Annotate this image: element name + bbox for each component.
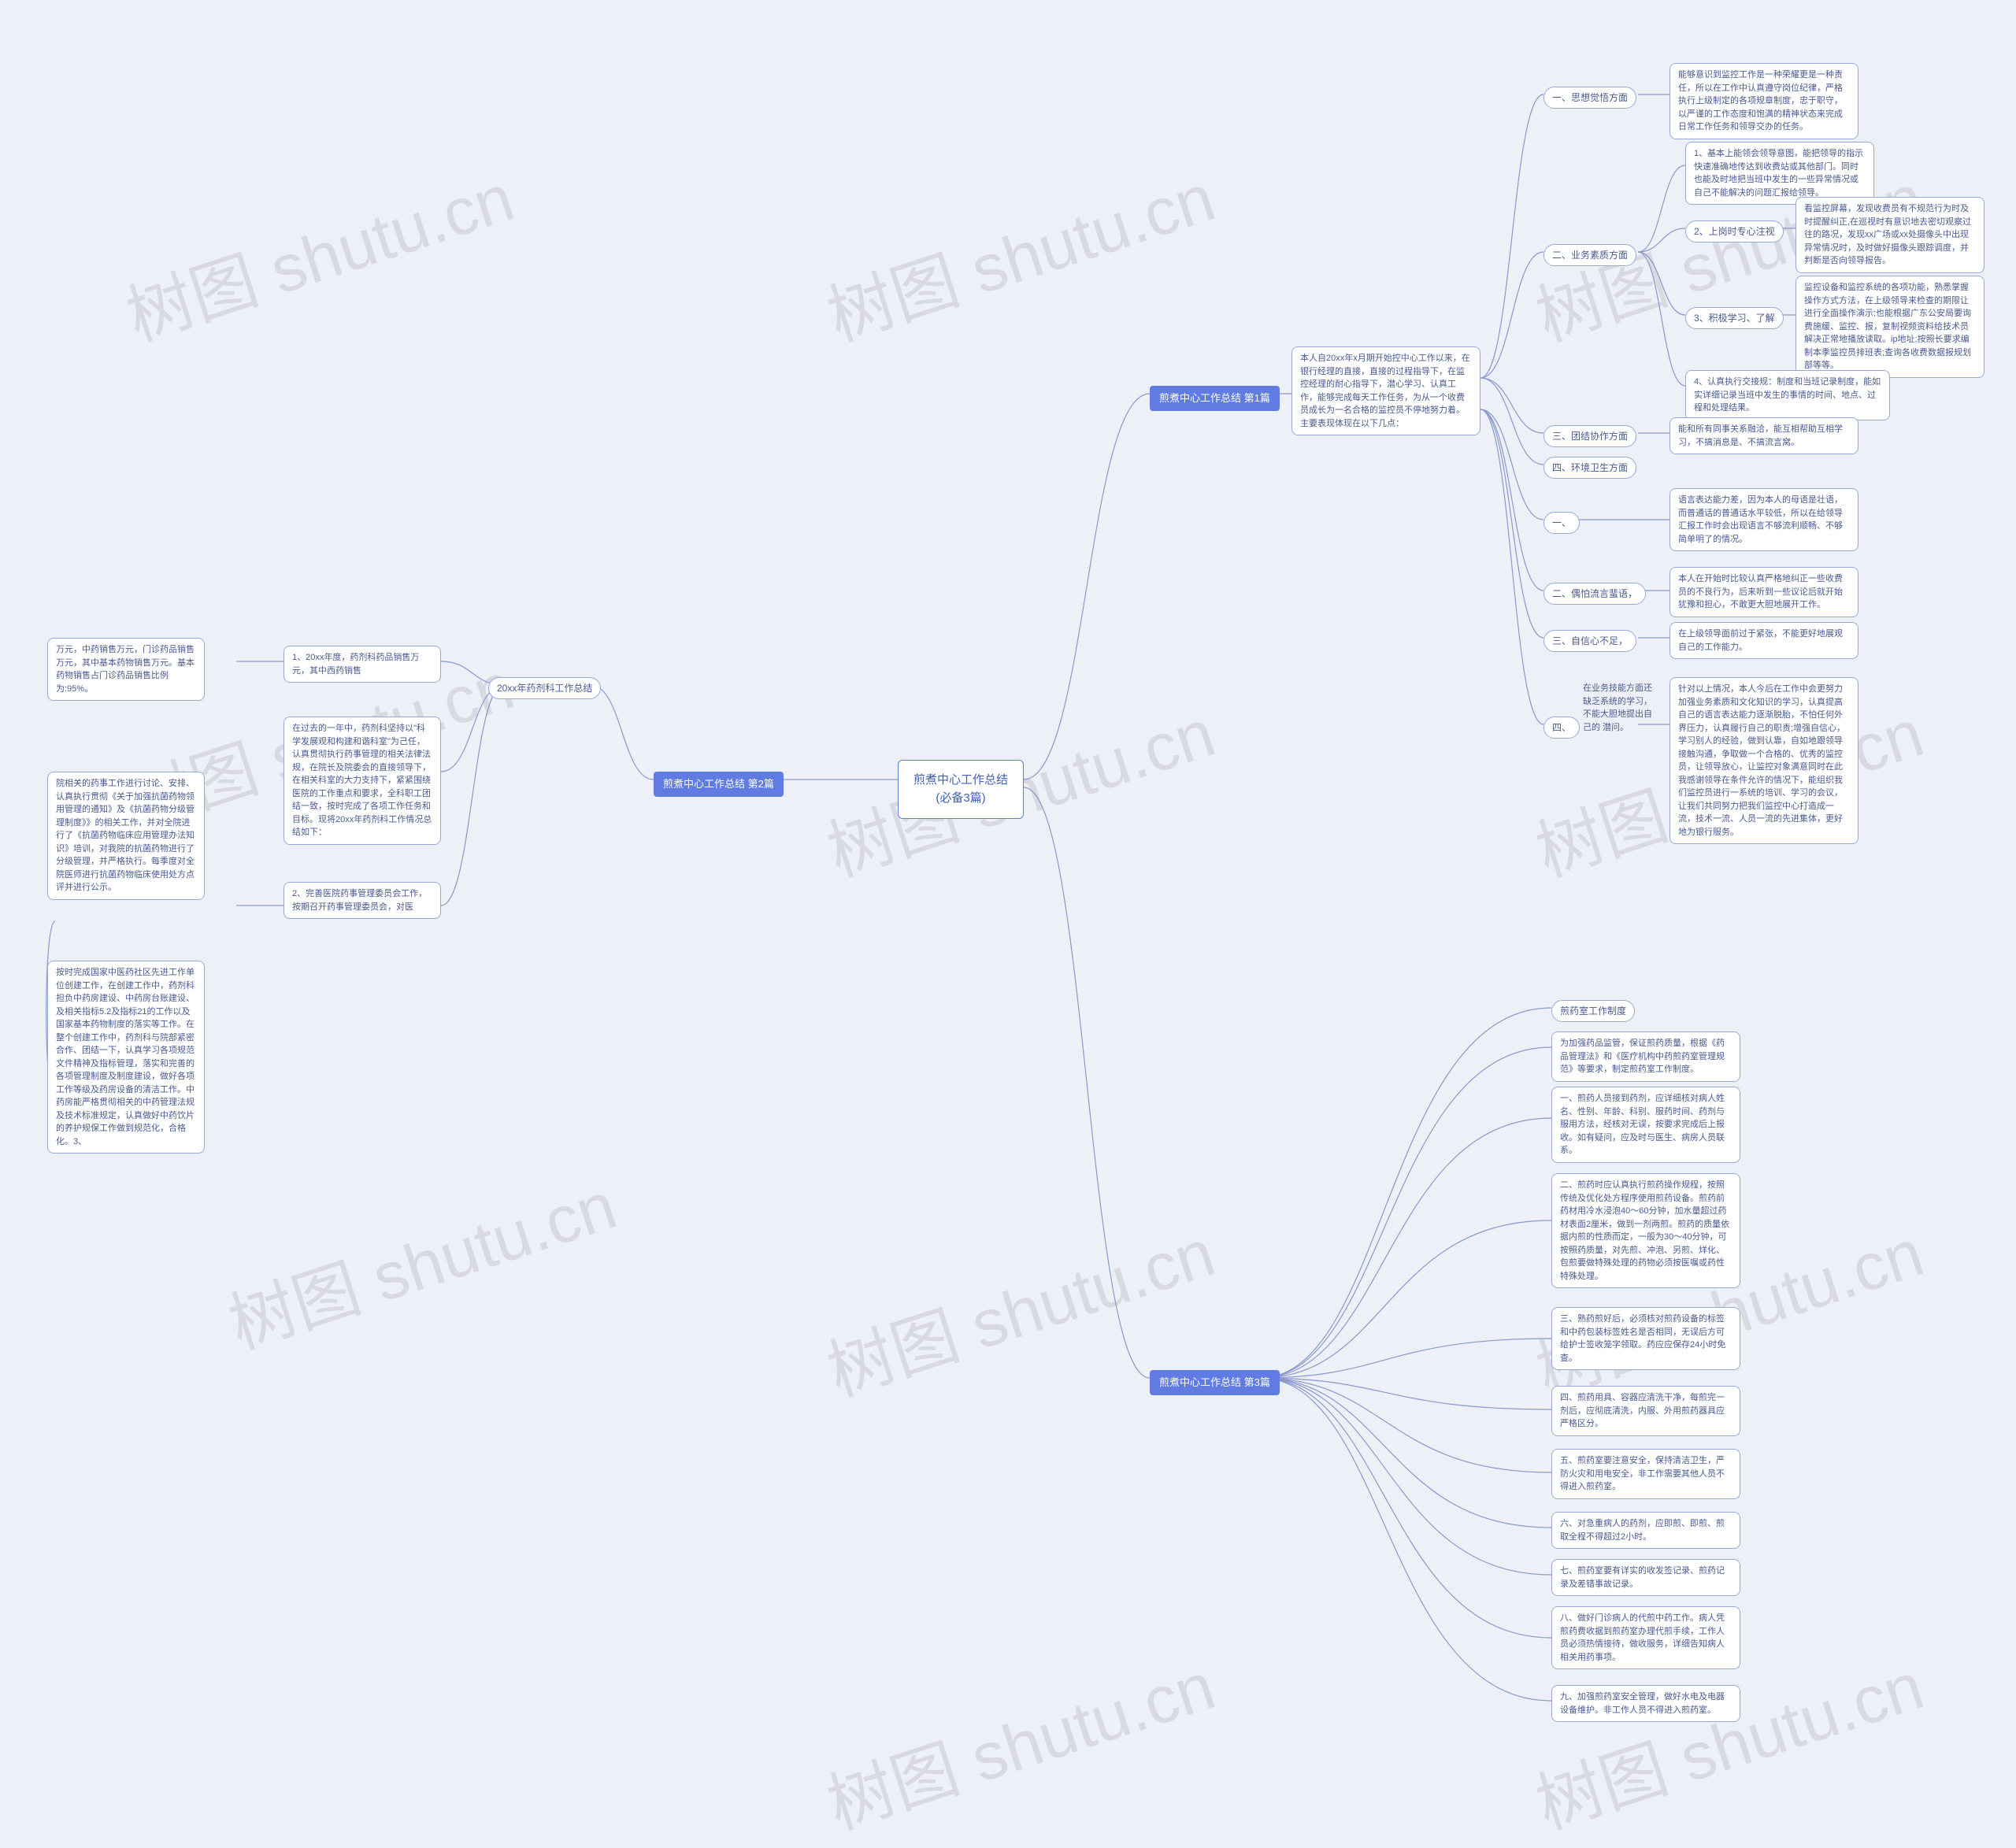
s2-item1-text: 万元，中药销售万元，门诊药品销售万元，其中基本药物销售万元。基本药物销售占门诊药… xyxy=(47,638,205,701)
s1-weak1-text: 语言表达能力差，因为本人的母语是壮语，而普通话的普通话水平较低，所以在给领导汇报… xyxy=(1670,488,1858,551)
s3-intro: 为加强药品监管，保证煎药质量，根据《药品管理法》和《医疗机构中药煎药室管理规范》… xyxy=(1551,1031,1740,1082)
s3-rule9: 九、加强煎药室安全管理，做好水电及电器设备维护。非工作人员不得进入煎药室。 xyxy=(1551,1685,1740,1722)
s1-strength1-label[interactable]: 一、思想觉悟方面 xyxy=(1544,87,1636,109)
s1-strength3-label[interactable]: 三、团结协作方面 xyxy=(1544,425,1636,447)
watermark: 树图 shutu.cn xyxy=(814,145,1225,359)
s1-strength4-label[interactable]: 四、环境卫生方面 xyxy=(1544,457,1636,479)
s1-strength2-label[interactable]: 二、业务素质方面 xyxy=(1544,244,1636,266)
s3-rule1: 一、煎药人员接到药剂，应详细核对病人姓名、性别、年龄、科别、服药时间、药剂与服用… xyxy=(1551,1087,1740,1163)
section3-node[interactable]: 煎煮中心工作总结 第3篇 xyxy=(1150,1370,1280,1395)
s3-rule5: 五、煎药室要注意安全，保持清洁卫生，严防火灾和用电安全，非工作需要其他人员不得进… xyxy=(1551,1449,1740,1499)
s1-weak2-label[interactable]: 二、偶怕流言蜚语， xyxy=(1544,583,1646,605)
s2-item2-label[interactable]: 2、完善医院药事管理委员会工作，按期召开药事管理委员会，对医 xyxy=(284,882,441,919)
watermark: 树图 shutu.cn xyxy=(216,1153,626,1367)
s1-strength2-sub2[interactable]: 2、上岗时专心注视 xyxy=(1685,220,1784,243)
s2-item1-label[interactable]: 1、20xx年度，药剂科药品销售万元，其中西药销售 xyxy=(284,646,441,683)
s1-weak3-text: 在上级领导面前过于紧张，不能更好地展观自己的工作能力。 xyxy=(1670,622,1858,659)
s1-strength2-sub3[interactable]: 3、积极学习、了解 xyxy=(1685,307,1784,329)
section1-node[interactable]: 煎煮中心工作总结 第1篇 xyxy=(1150,386,1280,411)
s1-strength2-sub2-text: 看监控屏幕，发现收费员有不规范行为时及时提醒纠正,在巡视时有意识地去密切观察过往… xyxy=(1796,197,1984,273)
root-node[interactable]: 煎煮中心工作总结(必备3篇) xyxy=(898,760,1024,819)
s2-item3: 按时完成国家中医药社区先进工作单位创建工作，在创建工作中，药剂科担负中药房建设、… xyxy=(47,961,205,1154)
s3-rule2: 二、煎药时应认真执行煎药操作规程，按照传统及优化处方程序使用煎药设备。煎药前药材… xyxy=(1551,1173,1740,1288)
s1-weak2-text: 本人在开始时比较认真严格地纠正一些收费员的不良行为，后来听到一些议论后就开始犹豫… xyxy=(1670,567,1858,617)
s2-item2-text: 院相关的药事工作进行讨论、安排、认真执行贯彻《关于加强抗菌药物领用管理的通知》及… xyxy=(47,772,205,900)
s3-rule6: 六、对急重病人的药剂，应即煎、即煎、煎取全程不得超过2小时。 xyxy=(1551,1512,1740,1549)
s1-conclusion: 针对以上情况，本人今后在工作中会更努力加强业务素质和文化知识的学习，认真提高自己… xyxy=(1670,677,1858,844)
s3-rule4: 四、煎药用具、容器应清洗干净，每煎完一剂后，应彻底清洗，内服、外用煎药器具应严格… xyxy=(1551,1386,1740,1436)
s3-rule8: 八、做好门诊病人的代煎中药工作。病人凭煎药费收据到煎药室办理代煎手续，工作人员必… xyxy=(1551,1606,1740,1669)
s2-heading[interactable]: 20xx年药剂科工作总结 xyxy=(488,677,601,699)
s1-strength3-text: 能和所有同事关系融洽，能互相帮助互相学习，不搞消息是、不搞流言窝。 xyxy=(1670,417,1858,454)
s1-strength1-text: 能够意识到监控工作是一种荣耀更是一种责任，所以在工作中认真遵守岗位纪律，严格执行… xyxy=(1670,63,1858,139)
s1-weak3-label[interactable]: 三、自信心不足， xyxy=(1544,630,1636,652)
section1-intro: 本人自20xx年x月期开始控中心工作以来，在银行经理的直接，直接的过程指导下，在… xyxy=(1292,346,1480,435)
s3-heading[interactable]: 煎药室工作制度 xyxy=(1551,1000,1635,1022)
watermark: 树图 shutu.cn xyxy=(814,1633,1225,1847)
s1-strength2-t1: 1、基本上能领会领导意图，能把领导的指示快速准确地传达到收费站或其他部门。同时也… xyxy=(1685,142,1874,205)
s2-intro2: 在过去的一年中，药剂科坚持以"科学发展观和构建和谐科室"为己任，认真贯彻执行药事… xyxy=(284,717,441,845)
s1-strength2-t4: 4、认真执行交接规：制度和当班记录制度，能如实详细记录当班中发生的事情的时间、地… xyxy=(1685,370,1890,420)
s3-rule3: 三、熟药煎好后，必须核对煎药设备的标签和中药包装标签姓名是否相同，无误后方可给护… xyxy=(1551,1307,1740,1370)
s3-rule7: 七、煎药室要有详实的收发签记录、煎药记录及差错事故记录。 xyxy=(1551,1559,1740,1596)
s1-weak1-label[interactable]: 一、 xyxy=(1544,512,1580,534)
watermark: 树图 shutu.cn xyxy=(113,145,524,359)
section2-node[interactable]: 煎煮中心工作总结 第2篇 xyxy=(654,772,784,797)
s1-weak4-inline: 在业务技能方面还缺乏系统的学习，不能大胆地提出自己的 潜问。 xyxy=(1575,677,1662,739)
s1-strength2-sub3-text: 监控设备和监控系统的各项功能，熟悉掌握操作方式方法，在上级领导来检查的期限让进行… xyxy=(1796,276,1984,378)
